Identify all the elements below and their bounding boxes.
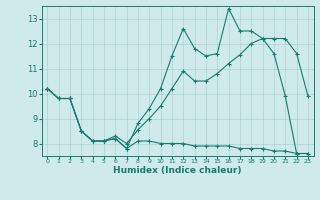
X-axis label: Humidex (Indice chaleur): Humidex (Indice chaleur) [113,166,242,175]
